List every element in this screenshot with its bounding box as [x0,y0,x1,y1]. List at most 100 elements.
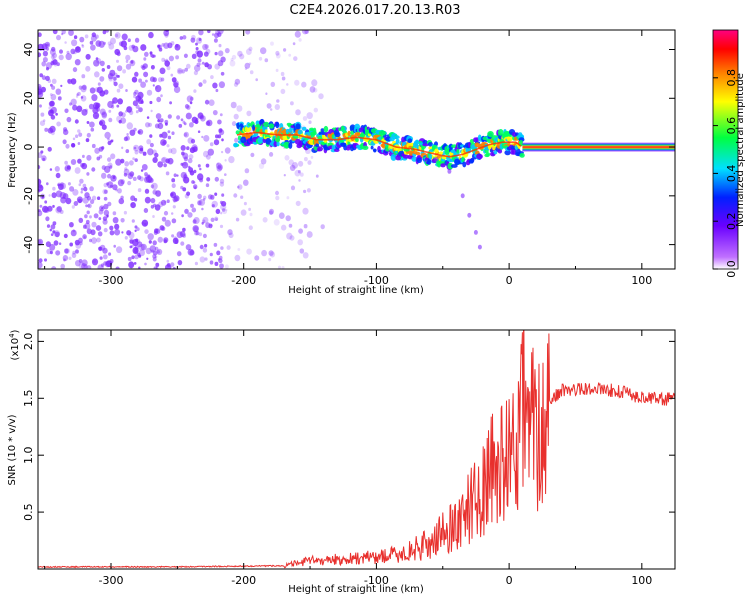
noise-blob [108,109,112,113]
noise-blob [191,180,195,184]
noise-blob [283,48,287,52]
track-blob [422,143,429,147]
noise-blob [160,139,167,146]
branch-point [447,169,452,174]
noise-blob [125,63,132,70]
noise-blob [233,193,238,198]
track-blob [497,129,504,136]
colorbar-tick-label: 0.2 [725,212,738,230]
noise-blob [152,215,155,218]
noise-blob [170,73,174,77]
noise-blob [145,79,148,83]
noise-blob [298,38,302,42]
noise-blob [66,116,72,123]
track-blob [323,125,329,133]
noise-blob [45,241,52,248]
noise-blob [211,200,218,208]
noise-blob [269,210,273,215]
noise-blob [269,208,274,215]
noise-blob [75,242,82,249]
noise-blob [197,199,203,206]
noise-blob [228,156,235,164]
noise-blob [133,94,137,99]
noise-blob [83,236,86,239]
noise-blob [70,229,77,237]
noise-blob [74,167,81,174]
noise-blob [128,261,135,269]
noise-blob [127,38,131,42]
noise-blob [42,57,48,63]
noise-blob [41,195,44,199]
noise-blob [101,172,107,179]
noise-blob [197,164,201,168]
noise-blob [163,200,167,204]
noise-blob [201,135,204,139]
noise-blob [121,146,124,150]
noise-blob [116,65,123,72]
noise-blob [168,148,173,154]
noise-blob [240,209,247,216]
noise-blob [140,44,147,51]
noise-blob [90,44,96,51]
track-blob [240,136,247,144]
noise-blob [50,54,55,60]
noise-blob [184,208,189,214]
noise-blob [156,250,160,254]
noise-blob [75,46,80,52]
noise-blob [107,201,112,207]
noise-blob [159,120,163,125]
noise-blob [288,159,294,166]
noise-blob [93,213,99,219]
noise-blob [137,130,141,134]
noise-blob [100,263,105,268]
noise-blob [167,135,172,140]
noise-blob [167,42,173,49]
noise-blob [103,203,109,210]
noise-blob [118,119,122,124]
snr-line [38,330,675,569]
noise-blob [299,172,304,177]
noise-blob [99,108,106,116]
noise-blob [65,248,70,254]
noise-blob [186,63,191,69]
noise-blob [250,152,255,158]
noise-blob [72,67,78,73]
track-blob [288,142,293,149]
noise-blob [234,78,241,85]
noise-blob [134,225,138,229]
noise-blob [216,162,220,166]
noise-blob [107,137,110,141]
noise-blob [148,180,151,183]
x-tick-label: -200 [231,274,256,287]
track-blob [275,121,280,129]
noise-blob [51,266,57,269]
noise-blob [149,76,155,82]
noise-blob [103,89,109,95]
noise-blob [208,99,215,106]
noise-blob [286,232,293,240]
noise-blob [44,258,47,262]
noise-blob [60,263,65,269]
y-tick-label: -20 [22,187,35,205]
noise-blob [157,236,163,243]
noise-blob [275,68,279,72]
noise-blob [102,254,108,260]
noise-blob [52,52,57,59]
noise-blob [299,248,305,254]
noise-blob [167,114,172,119]
noise-blob [289,164,296,171]
track-blob [454,158,460,166]
track-blob [276,141,280,147]
snr-scale-exp: 4 [8,333,16,338]
track-blob [476,153,483,160]
noise-blob [99,120,103,126]
noise-blob [189,122,194,128]
band-stripe [522,146,675,148]
snr-panel: -300 -200 -100 0 100 0.5 1.0 1.5 2.0 Height of s… [7,329,676,595]
noise-blob [133,146,137,150]
track-blob [244,126,252,133]
track-blob [311,131,317,136]
noise-blob [82,183,87,188]
noise-blob [116,74,119,78]
noise-blob [107,41,112,46]
